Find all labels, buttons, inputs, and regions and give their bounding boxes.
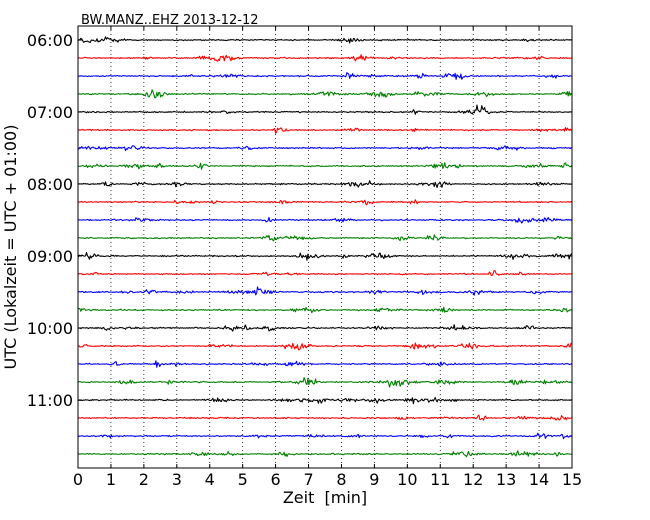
x-tick-label: 15 (562, 470, 582, 489)
trace-1045 (77, 377, 573, 388)
plot-frame (77, 25, 573, 469)
x-tick-label: 12 (463, 470, 483, 489)
trace-0630 (77, 72, 573, 80)
x-tick-label: 8 (336, 470, 346, 489)
x-tick-label: 4 (205, 470, 215, 489)
trace-1000 (77, 324, 573, 332)
y-tick-label: 10:00 (27, 319, 73, 338)
trace-0615 (77, 54, 573, 62)
x-tick-label: 0 (73, 470, 83, 489)
y-tick-label: 06:00 (27, 31, 73, 50)
trace-0600 (77, 36, 573, 44)
x-tick-label: 7 (303, 470, 313, 489)
y-axis-label: UTC (Lokalzeit = UTC + 01:00) (1, 125, 20, 370)
x-tick-label: 10 (397, 470, 417, 489)
x-tick-label: 2 (139, 470, 149, 489)
axis-ticks (77, 26, 573, 468)
x-tick-label: 3 (172, 470, 182, 489)
x-tick-label: 9 (369, 470, 379, 489)
grid-lines (110, 26, 540, 468)
y-tick-label: 11:00 (27, 391, 73, 410)
x-axis-label: Zeit [min] (283, 488, 367, 507)
trace-1115 (77, 414, 573, 421)
trace-0700 (78, 104, 573, 115)
x-tick-label: 1 (106, 470, 116, 489)
x-tick-label: 11 (430, 470, 450, 489)
x-tick-label: 6 (271, 470, 281, 489)
trace-0915 (77, 270, 573, 277)
trace-0900 (77, 251, 573, 261)
trace-1145 (77, 450, 573, 458)
trace-0745 (77, 162, 573, 170)
trace-1015 (77, 342, 573, 351)
seismogram-traces (77, 36, 573, 458)
x-tick-label: 14 (529, 470, 549, 489)
x-tick-label: 5 (238, 470, 248, 489)
trace-0730 (77, 145, 573, 152)
trace-1130 (77, 432, 573, 440)
trace-0645 (77, 89, 573, 99)
chart-title: BW.MANZ..EHZ 2013-12-12 (81, 13, 259, 28)
trace-0845 (77, 234, 573, 242)
y-tick-label: 08:00 (27, 175, 73, 194)
trace-0800 (77, 180, 573, 188)
trace-1100 (77, 397, 573, 405)
y-tick-labels: 06:00 07:00 08:00 09:00 10:00 11:00 (27, 31, 73, 410)
trace-0715 (77, 127, 573, 134)
trace-0945 (77, 306, 573, 314)
trace-0830 (77, 216, 573, 224)
trace-0930 (77, 286, 573, 296)
x-tick-labels: 0 1 2 3 4 5 6 7 8 9 10 11 12 13 14 15 (73, 470, 582, 489)
trace-1030 (77, 360, 573, 368)
x-tick-label: 13 (496, 470, 516, 489)
trace-0815 (77, 199, 573, 206)
y-tick-label: 09:00 (27, 247, 73, 266)
y-tick-label: 07:00 (27, 103, 73, 122)
